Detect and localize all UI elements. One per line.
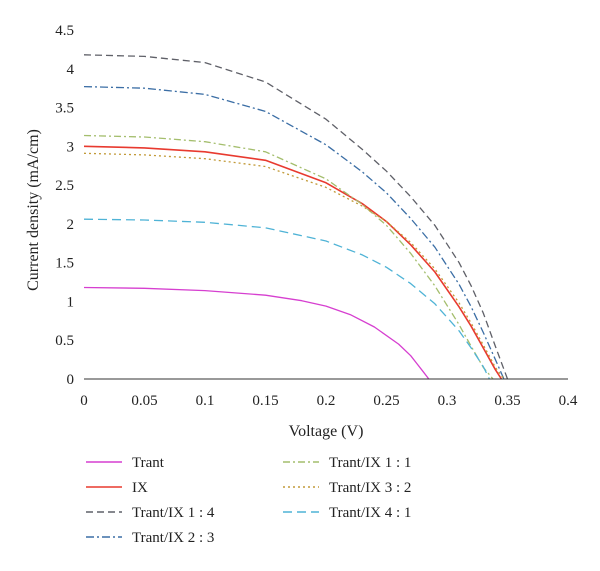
y-tick-label: 2.5 — [55, 178, 74, 194]
y-tick-label: 3 — [67, 139, 75, 155]
x-tick-label: 0.3 — [438, 393, 457, 409]
legend-label: Trant/IX 4 : 1 — [329, 505, 411, 521]
series-line — [83, 145, 503, 380]
x-tick-label: 0.4 — [559, 393, 578, 409]
x-tick-label: 0.2 — [317, 393, 336, 409]
x-tick-label: 0 — [80, 393, 88, 409]
legend-label: IX — [132, 480, 148, 496]
series-line — [83, 152, 505, 380]
x-axis-title: Voltage (V) — [289, 423, 364, 440]
x-tick-label: 0.25 — [373, 393, 399, 409]
x-tick-label: 0.1 — [196, 393, 215, 409]
x-tick-labels: 0 0.05 0.1 0.15 0.2 0.25 0.3 0.35 0.4 — [80, 393, 578, 409]
y-tick-label: 1.5 — [55, 256, 74, 272]
y-tick-label: 4.5 — [55, 23, 74, 39]
x-tick-label: 0.05 — [131, 393, 157, 409]
legend: Trant IX Trant/IX 1 : 4 Trant/IX 2 : 3 Trant… — [86, 455, 411, 546]
series-line — [83, 54, 509, 380]
series-line — [83, 218, 490, 380]
series-line — [83, 134, 494, 380]
y-tick-label: 3.5 — [55, 101, 74, 117]
y-tick-label: 1 — [67, 294, 75, 310]
plot-area — [83, 54, 509, 380]
y-tick-label: 2 — [67, 217, 75, 233]
legend-label: Trant — [132, 455, 165, 471]
y-tick-label: 4 — [67, 62, 75, 78]
x-tick-label: 0.35 — [494, 393, 520, 409]
series-line — [83, 286, 430, 380]
x-tick-label: 0.15 — [252, 393, 278, 409]
legend-label: Trant/IX 3 : 2 — [329, 480, 411, 496]
y-tick-label: 0 — [67, 372, 75, 388]
legend-label: Trant/IX 2 : 3 — [132, 530, 214, 546]
y-axis-title: Current density (mA/cm) — [25, 129, 42, 291]
legend-label: Trant/IX 1 : 4 — [132, 505, 215, 521]
y-tick-label: 0.5 — [55, 333, 74, 349]
legend-label: Trant/IX 1 : 1 — [329, 455, 411, 471]
y-tick-labels: 0 0.5 1 1.5 2 2.5 3 3.5 4 4.5 — [55, 23, 74, 388]
series-line — [83, 85, 505, 380]
